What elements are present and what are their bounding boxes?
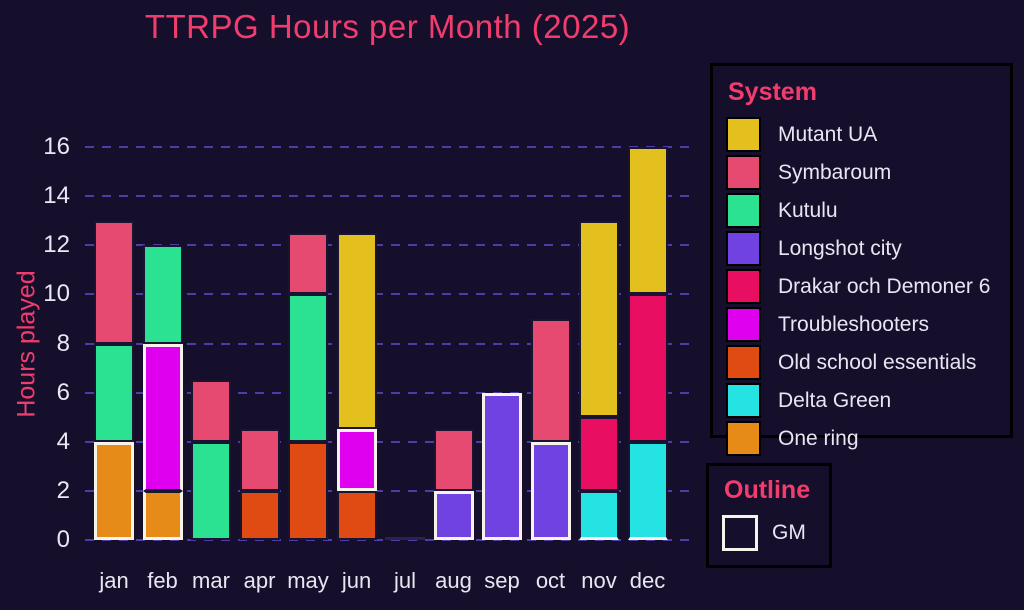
gridline: [85, 195, 690, 198]
y-tick-label: 4: [56, 427, 70, 455]
legend-swatch-one-ring: [726, 421, 761, 456]
gridline: [85, 146, 690, 148]
y-tick-label: 0: [56, 526, 70, 553]
legend-swatch-longshot-city: [726, 231, 761, 266]
bar-segment-may-symbaroum: [288, 232, 328, 295]
x-tick-label: apr: [243, 568, 276, 593]
bar-segment-dec-mutant-ua: [627, 147, 668, 295]
x-tick-label: aug: [435, 568, 472, 593]
gridline: [85, 391, 690, 394]
bar-segment-jun-mutant-ua: [336, 232, 377, 430]
legend-swatch-drakar-och-demoner-6: [726, 269, 761, 304]
bar-segment-apr-symbaroum: [239, 429, 280, 491]
bar-segment-dec-delta-green: [627, 441, 668, 540]
legend-label: Kutulu: [778, 198, 838, 222]
bar-segment-sep-longshot-city: [482, 392, 522, 540]
legend-swatch-kutulu: [726, 193, 761, 228]
bar-segment-mar-symbaroum: [191, 380, 231, 442]
bar-segment-nov-delta-green: [579, 490, 619, 540]
legend-label: Longshot city: [778, 236, 902, 260]
y-tick-label: 6: [56, 378, 70, 406]
gridline: [85, 342, 690, 345]
x-tick-label: feb: [147, 568, 178, 593]
bar-segment-jun-troubleshooters: [336, 429, 377, 491]
legend-item-mutant-ua: Mutant UA: [726, 117, 1010, 152]
bar-segment-apr-old-school-essentials: [239, 490, 280, 540]
legend-label: Mutant UA: [778, 122, 878, 146]
system-legend-items: Mutant UA Symbaroum Kutulu Longshot city Dra…: [726, 117, 1010, 456]
bar-segment-jan-symbaroum: [94, 220, 134, 344]
bar-segment-may-old-school-essentials: [288, 441, 328, 540]
gridline: [85, 539, 690, 541]
legend-label: Delta Green: [778, 388, 892, 412]
chart-title: TTRPG Hours per Month (2025): [144, 8, 631, 45]
plot-area: [85, 146, 690, 541]
legend-swatch-old-school-essentials: [726, 345, 761, 380]
x-axis: jan feb mar apr may jun jul aug sep oct nov dec: [85, 568, 690, 598]
bar-segment-oct-symbaroum: [530, 318, 571, 442]
bar-segment-mar-kutulu: [191, 441, 231, 540]
zero-bar-jul: [385, 537, 425, 540]
legend-label: Drakar och Demoner 6: [778, 274, 991, 298]
outline-legend-item: GM: [722, 515, 829, 551]
x-tick-label: oct: [535, 568, 566, 593]
legend-item-troubleshooters: Troubleshooters: [726, 307, 1010, 342]
system-legend: System Mutant UA Symbaroum Kutulu Longshot …: [710, 63, 1013, 456]
bar-segment-aug-longshot-city: [433, 490, 474, 540]
bar-segment-feb-kutulu: [142, 245, 183, 344]
x-tick-label: sep: [484, 568, 520, 593]
legend-swatch-symbaroum: [726, 155, 761, 190]
legend-item-symbaroum: Symbaroum: [726, 155, 1010, 190]
y-tick-label: 12: [43, 231, 70, 259]
gridline: [85, 489, 690, 492]
legend-label: Symbaroum: [778, 160, 892, 184]
bar-segment-oct-longshot-city: [530, 441, 571, 540]
bar-segment-feb-troubleshooters: [142, 343, 183, 491]
gridline: [85, 244, 690, 247]
x-tick-label: nov: [581, 568, 617, 593]
legend-item-one-ring: One ring: [726, 421, 1010, 456]
bar-segment-nov-drakar-och-demoner-6: [579, 417, 619, 491]
x-tick-label: jul: [393, 568, 417, 593]
bar-segment-jan-one-ring: [94, 441, 134, 540]
y-tick-label: 2: [56, 476, 70, 504]
bar-segment-may-kutulu: [288, 294, 328, 442]
system-legend-title: System: [728, 78, 817, 106]
y-axis: 0 2 4 6 8 10 12 14 16: [0, 133, 76, 553]
outline-legend: Outline GM: [706, 463, 832, 568]
legend-swatch-troubleshooters: [726, 307, 761, 342]
outline-legend-title: Outline: [724, 476, 811, 504]
legend-item-drakar-och-demoner-6: Drakar och Demoner 6: [726, 269, 1010, 304]
bar-segment-jun-old-school-essentials: [336, 490, 377, 540]
x-tick-label: may: [287, 568, 329, 593]
legend-label: Troubleshooters: [778, 312, 929, 336]
legend-item-old-school-essentials: Old school essentials: [726, 345, 1010, 380]
legend-swatch-delta-green: [726, 383, 761, 418]
x-tick-label: jun: [341, 568, 372, 593]
bar-segment-dec-drakar-och-demoner-6: [627, 294, 668, 442]
gridline: [85, 440, 690, 443]
legend-item-longshot-city: Longshot city: [726, 231, 1010, 266]
legend-item-kutulu: Kutulu: [726, 193, 1010, 228]
gridline: [85, 293, 690, 296]
legend-label: Old school essentials: [778, 350, 977, 374]
y-tick-label: 16: [43, 133, 70, 160]
bar-segment-feb-one-ring: [142, 490, 183, 540]
bar-segment-nov-mutant-ua: [579, 220, 619, 418]
y-tick-label: 14: [43, 182, 70, 210]
x-tick-label: jan: [99, 568, 129, 593]
gm-label: GM: [772, 521, 806, 544]
bar-segment-aug-symbaroum: [433, 429, 474, 491]
y-tick-label: 8: [56, 329, 70, 357]
y-tick-label: 10: [43, 280, 70, 308]
legend-swatch-mutant-ua: [726, 117, 761, 152]
legend-item-delta-green: Delta Green: [726, 383, 1010, 418]
x-tick-label: dec: [629, 568, 666, 593]
legend-label: One ring: [778, 426, 859, 450]
x-tick-label: mar: [192, 568, 230, 593]
gm-outline-swatch: [722, 515, 758, 551]
bar-segment-jan-kutulu: [94, 343, 134, 442]
